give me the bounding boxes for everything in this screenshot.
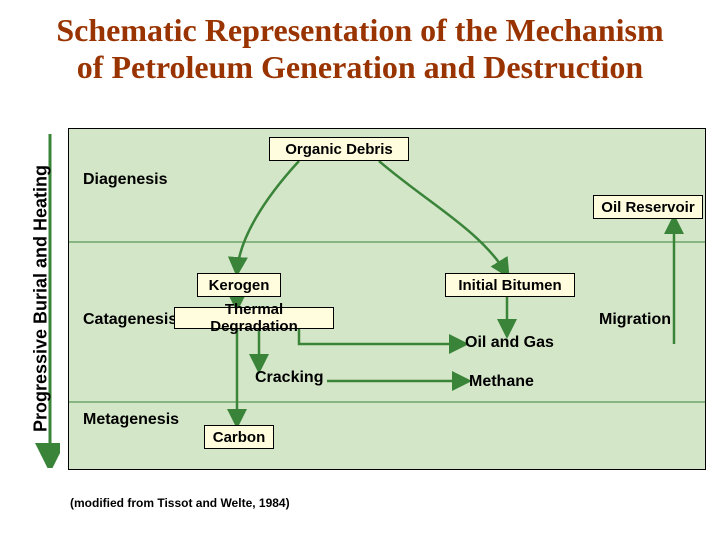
node-carbon: Carbon <box>204 425 274 449</box>
diagram-container: Progressive Burial and Heating Diagene <box>10 128 710 478</box>
label-methane: Methane <box>469 373 534 391</box>
page-title: Schematic Representation of the Mechanis… <box>0 0 720 86</box>
citation: (modified from Tissot and Welte, 1984) <box>70 496 290 510</box>
node-oil-reservoir: Oil Reservoir <box>593 195 703 219</box>
stage-catagenesis: Catagenesis <box>83 311 177 329</box>
node-initial-bitumen: Initial Bitumen <box>445 273 575 297</box>
node-kerogen: Kerogen <box>197 273 281 297</box>
node-thermal-degradation: Thermal Degradation <box>174 307 334 329</box>
label-migration: Migration <box>599 311 671 329</box>
label-oil-and-gas: Oil and Gas <box>465 334 554 352</box>
node-organic-debris: Organic Debris <box>269 137 409 161</box>
title-line-1: Schematic Representation of the Mechanis… <box>56 12 663 48</box>
stage-diagenesis: Diagenesis <box>83 171 167 189</box>
stage-metagenesis: Metagenesis <box>83 411 179 429</box>
diagram-box: Diagenesis Catagenesis Metagenesis Organ… <box>68 128 706 470</box>
y-axis-label: Progressive Burial and Heating <box>31 134 52 464</box>
y-axis: Progressive Burial and Heating <box>14 128 60 468</box>
title-line-2: of Petroleum Generation and Destruction <box>77 49 643 85</box>
label-cracking: Cracking <box>255 369 323 387</box>
